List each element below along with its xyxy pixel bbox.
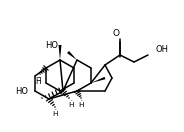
Polygon shape: [59, 45, 61, 60]
Text: HO: HO: [45, 41, 59, 51]
Text: HO: HO: [15, 86, 29, 95]
Text: Ḣ: Ḣ: [52, 111, 58, 117]
Polygon shape: [91, 77, 105, 83]
Text: Ḣ: Ḣ: [78, 102, 84, 108]
Text: H̄: H̄: [35, 77, 41, 86]
Text: OH: OH: [155, 46, 168, 55]
Text: Ḣ: Ḣ: [68, 102, 74, 108]
Text: O: O: [112, 29, 119, 39]
Polygon shape: [67, 51, 77, 60]
